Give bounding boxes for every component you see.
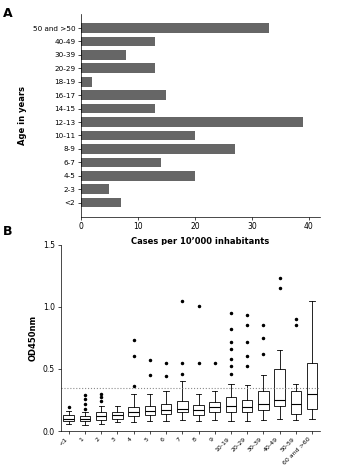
Bar	[81, 104, 155, 113]
PathPatch shape	[307, 363, 317, 409]
PathPatch shape	[242, 400, 252, 412]
PathPatch shape	[290, 391, 301, 414]
Bar	[81, 171, 195, 181]
Bar	[81, 144, 235, 154]
Bar	[81, 23, 269, 33]
Bar	[81, 77, 92, 87]
Bar	[81, 50, 126, 60]
PathPatch shape	[80, 416, 90, 421]
PathPatch shape	[63, 415, 74, 421]
PathPatch shape	[96, 412, 106, 420]
Bar	[81, 198, 121, 207]
Bar	[81, 158, 161, 167]
Y-axis label: OD450nm: OD450nm	[28, 315, 37, 361]
Bar	[81, 130, 195, 140]
PathPatch shape	[210, 403, 220, 412]
Bar	[81, 185, 110, 194]
PathPatch shape	[258, 391, 269, 410]
Y-axis label: Age in years: Age in years	[18, 86, 27, 145]
Bar	[81, 90, 166, 100]
Text: B: B	[3, 225, 13, 238]
PathPatch shape	[161, 404, 171, 414]
PathPatch shape	[193, 405, 204, 415]
Text: A: A	[3, 7, 13, 20]
PathPatch shape	[128, 407, 139, 416]
PathPatch shape	[145, 406, 155, 415]
Bar	[81, 117, 303, 127]
PathPatch shape	[112, 412, 123, 418]
Bar	[81, 63, 155, 73]
Bar	[81, 37, 155, 46]
PathPatch shape	[226, 397, 236, 412]
PathPatch shape	[177, 401, 188, 412]
X-axis label: Cases per 10’000 inhabitants: Cases per 10’000 inhabitants	[131, 237, 270, 246]
PathPatch shape	[274, 369, 285, 406]
